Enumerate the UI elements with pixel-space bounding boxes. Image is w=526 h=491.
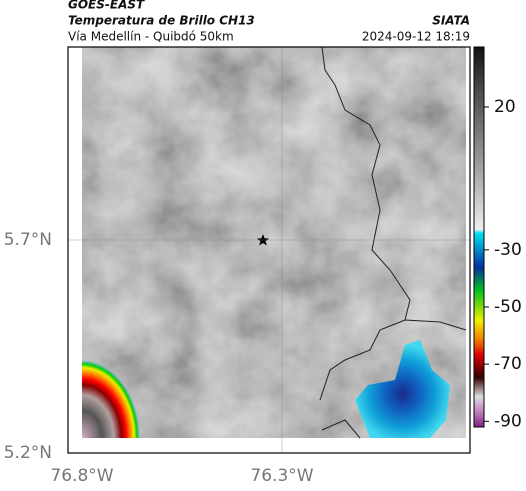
map-image [82,46,467,439]
source: GOES-EAST [68,0,145,12]
x-tick-label: 76.8°W [50,466,113,486]
colorbar-tick-label: 20 [494,97,516,117]
colorbar-tick-label: -50 [494,297,522,317]
colorbar-tick-label: -90 [494,411,522,431]
agency: SIATA [432,14,470,28]
colorbar-tick-label: -70 [494,354,522,374]
colorbar [473,46,485,428]
subtitle: Vía Medellín - Quibdó 50km [68,30,234,44]
timestamp: 2024-09-12 18:19 [362,30,470,44]
colorbar-tick-label: -30 [494,240,522,260]
y-tick-label: 5.2°N [4,443,52,463]
map-frame [67,46,471,454]
y-tick-label: 5.7°N [4,230,52,250]
x-tick-label: 76.3°W [250,466,313,486]
title: Temperatura de Brillo CH13 [68,14,255,28]
